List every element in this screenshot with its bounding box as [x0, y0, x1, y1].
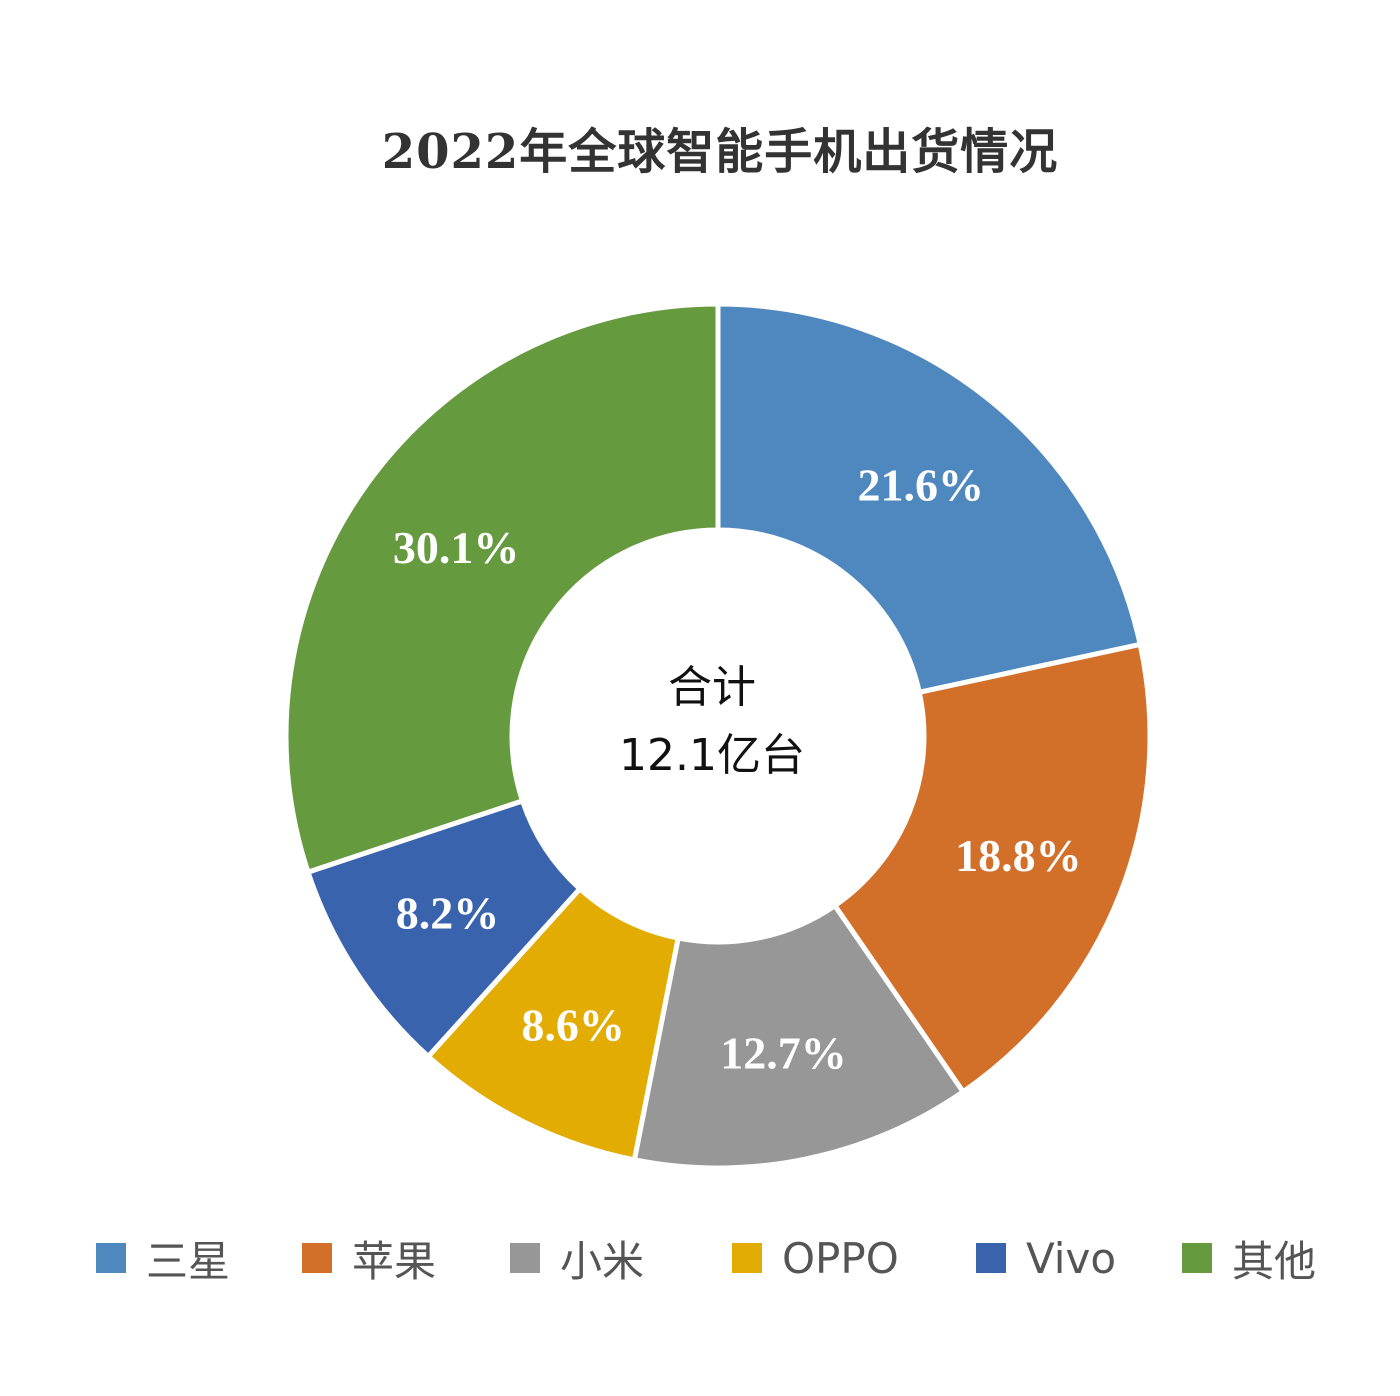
slice-series-1 — [715, 301, 1144, 696]
legend-label: 其他 — [1232, 1236, 1317, 1286]
legend-swatch — [510, 1243, 540, 1273]
legend-swatch — [976, 1243, 1006, 1273]
legend-label: OPPO — [782, 1233, 899, 1283]
data-label-series-3: 12.7% — [720, 1027, 847, 1078]
slices — [283, 301, 1153, 1171]
data-label-series-6: 30.1% — [393, 522, 520, 573]
legend-swatch — [732, 1243, 762, 1273]
legend-item-series-3: 小米 — [510, 1228, 644, 1288]
data-label-series-2: 18.8% — [955, 830, 1082, 881]
center-label-title: 合计 — [668, 662, 756, 713]
legend-label: Vivo — [1026, 1233, 1117, 1283]
legend-label: 苹果 — [352, 1236, 437, 1286]
legend-item-oppo: OPPO — [732, 1228, 899, 1288]
legend-item-series-2: 苹果 — [302, 1228, 436, 1288]
data-label-vivo: 8.2% — [396, 887, 500, 938]
legend-label: 小米 — [560, 1236, 645, 1286]
legend-item-series-6: 其他 — [1182, 1228, 1316, 1288]
legend-swatch — [302, 1243, 332, 1273]
legend-item-series-1: 三星 — [96, 1228, 230, 1288]
legend-label: 三星 — [146, 1236, 231, 1286]
legend-swatch — [1182, 1243, 1212, 1273]
slice-series-3 — [631, 902, 967, 1171]
slice-series-6 — [283, 301, 721, 876]
center-label-total: 12.1亿台 — [619, 730, 805, 781]
chart-title: 2022年全球智能手机出货情况 — [381, 124, 1059, 180]
data-label-series-1: 21.6% — [857, 460, 984, 511]
legend: 三星 苹果 小米 OPPO Vivo 其他 — [0, 1228, 1400, 1288]
data-label-oppo: 8.6% — [521, 1000, 625, 1051]
legend-swatch — [96, 1243, 126, 1273]
slice-labels: 21.6% 18.8% 12.7% 8.6% 8.2% 30.1% — [393, 460, 1082, 1079]
legend-item-vivo: Vivo — [976, 1228, 1116, 1288]
slice-series-2 — [831, 641, 1153, 1096]
